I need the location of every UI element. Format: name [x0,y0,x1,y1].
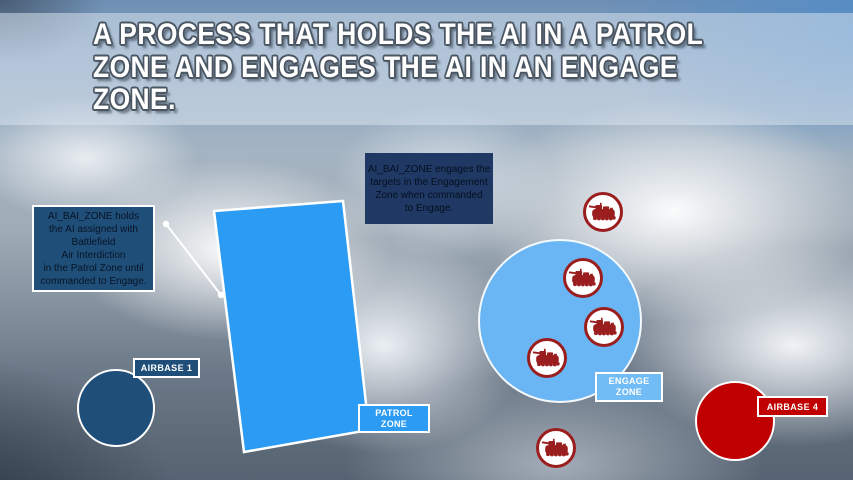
title-line-2: ZONE AND ENGAGES THE AI IN AN ENGAGE [93,50,678,84]
title-line-3: ZONE. [93,83,176,116]
connector-endpoint-end [217,291,225,299]
tank-icon [568,268,596,287]
tank-icon [532,348,560,367]
hold-note-line: the AI assigned with [49,223,138,235]
engage-note-line: targets in the Engagement [370,176,488,188]
airbase-4-circle [695,381,775,461]
airbase-1-name: AIRBASE 1 [140,363,193,373]
engage-note-line: to Engage. [404,202,454,214]
hold-note-line: in the Patrol Zone until [43,262,144,274]
slide-title: A PROCESS THAT HOLDS THE AI IN A PATROL … [93,18,762,117]
hold-note-line: commanded to Engage. [40,275,147,287]
hold-note-line: AI_BAI_ZONE holds [47,210,140,222]
airbase-1-circle [77,369,155,447]
engage-zone-label-line-2: ZONE [615,387,643,397]
engage-note-line: Zone when commanded [375,189,483,201]
engage-zone-label: ENGAGE ZONE [595,372,663,402]
tank-icon [588,202,616,221]
tank-icon [541,438,569,457]
target-tank-icon [584,307,624,347]
engage-zone-label-line-1: ENGAGE [608,376,650,386]
connector-endpoint-start [162,220,170,228]
hold-note-callout: AI_BAI_ZONE holds the AI assigned with B… [32,205,155,292]
airbase-4-name: AIRBASE 4 [766,401,819,412]
hold-note-line: Battlefield [71,236,116,248]
target-tank-icon [527,338,567,378]
target-tank-icon [536,428,576,468]
airbase-1-label: AIRBASE 1 [133,358,200,378]
hold-note-line: Air Interdiction [61,249,126,261]
patrol-zone-label-line-1: PATROL [375,407,413,418]
patrol-zone-label-line-2: ZONE [380,418,408,429]
tank-icon [589,317,617,336]
title-band [0,13,853,125]
airbase-4-label: AIRBASE 4 [757,396,828,417]
target-tank-icon [583,192,623,232]
engage-note-line: AI_BAI_ZONE engages the [367,163,491,175]
target-tank-icon [563,258,603,298]
title-line-1: A PROCESS THAT HOLDS THE AI IN A PATROL [93,18,704,51]
engage-note-callout: AI_BAI_ZONE engages the targets in the E… [365,153,493,224]
connector-line [165,223,222,296]
patrol-zone-shape [212,199,371,454]
patrol-zone-label: PATROL ZONE [358,404,430,433]
